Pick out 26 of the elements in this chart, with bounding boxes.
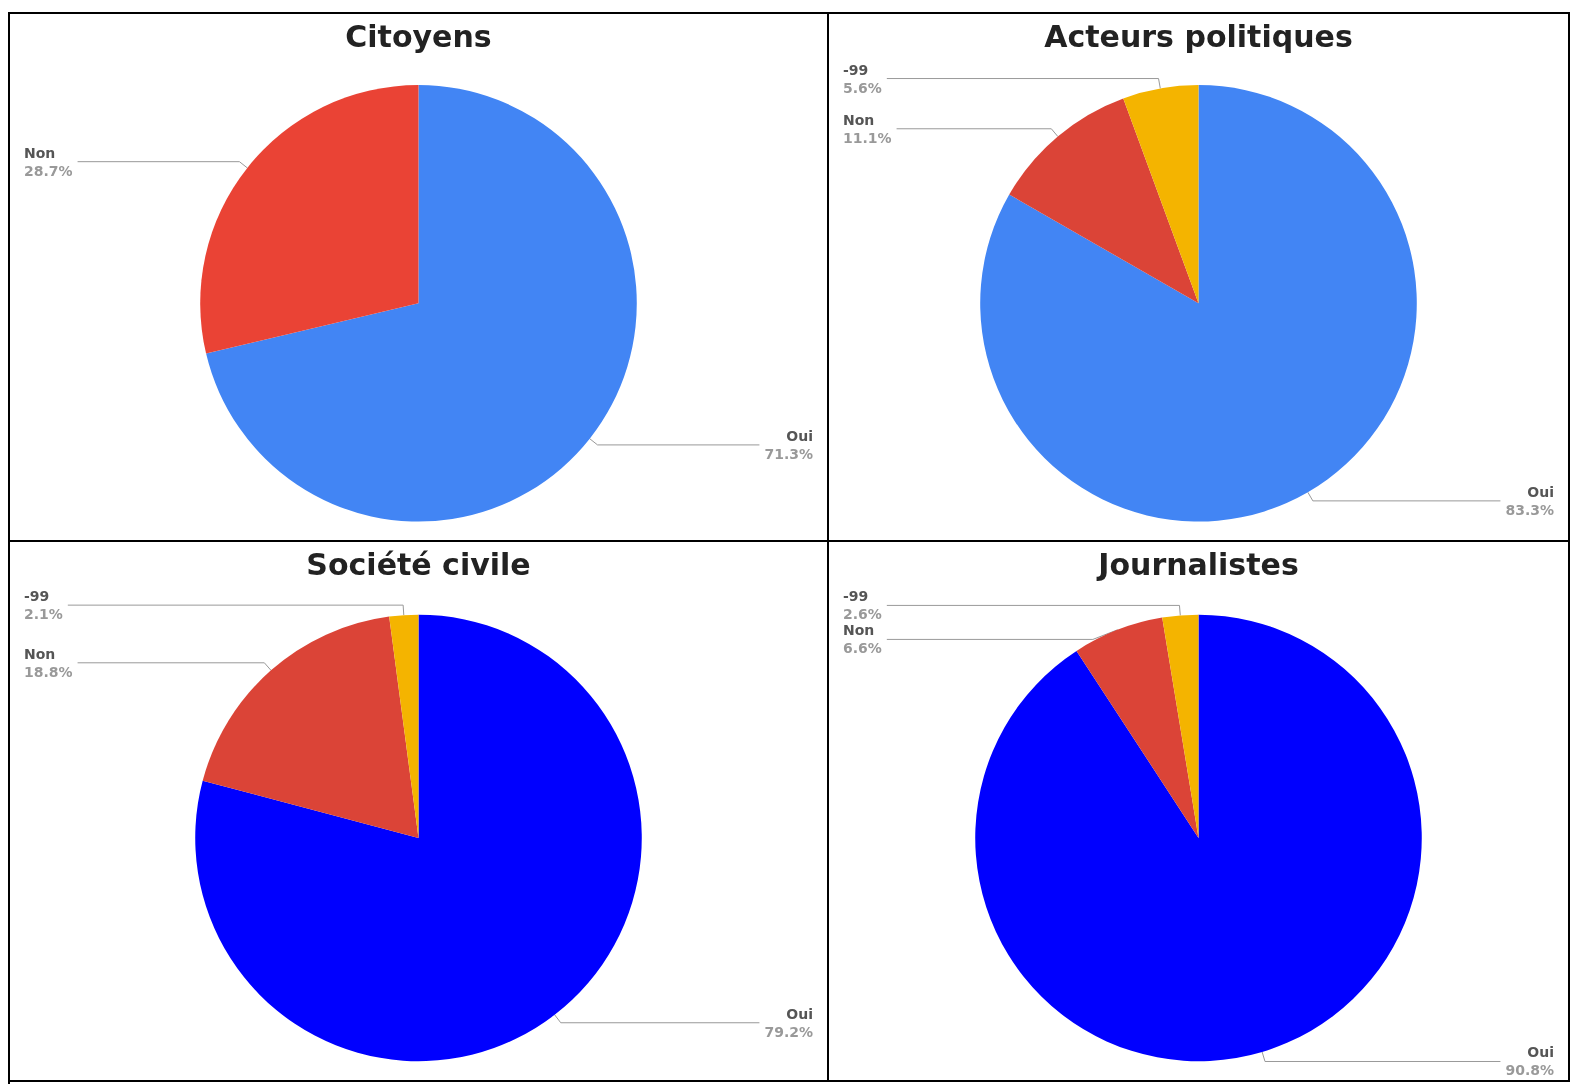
chart-title: Acteurs politiques xyxy=(1044,18,1353,54)
slice-label: Non xyxy=(24,645,56,662)
chart-title: Citoyens xyxy=(345,18,492,54)
data-label: 5.6% xyxy=(843,79,882,96)
data-label: 6.6% xyxy=(843,640,882,657)
data-label: 28.7% xyxy=(24,162,73,179)
slice-label: Oui xyxy=(1527,1044,1554,1061)
slice-label: Non xyxy=(24,144,56,161)
data-label: 11.1% xyxy=(843,129,892,146)
data-label: 83.3% xyxy=(1505,501,1554,518)
slice-label: -99 xyxy=(843,61,869,78)
slice-label: -99 xyxy=(843,588,869,605)
slice-label: Oui xyxy=(786,1005,813,1022)
slice-label: Oui xyxy=(1527,483,1554,500)
chart-title: Société civile xyxy=(306,546,531,582)
data-label: 71.3% xyxy=(764,445,813,462)
slice-label: Non xyxy=(843,111,875,128)
slice-label: Oui xyxy=(786,427,813,444)
slice-label: -99 xyxy=(24,588,50,605)
data-label: 90.8% xyxy=(1505,1062,1554,1079)
data-label: 79.2% xyxy=(764,1023,813,1040)
chart-title: Journalistes xyxy=(1096,546,1299,582)
data-label: 2.1% xyxy=(24,606,63,623)
data-label: 2.6% xyxy=(843,606,882,623)
slice-label: Non xyxy=(843,622,875,639)
data-label: 18.8% xyxy=(24,663,73,680)
